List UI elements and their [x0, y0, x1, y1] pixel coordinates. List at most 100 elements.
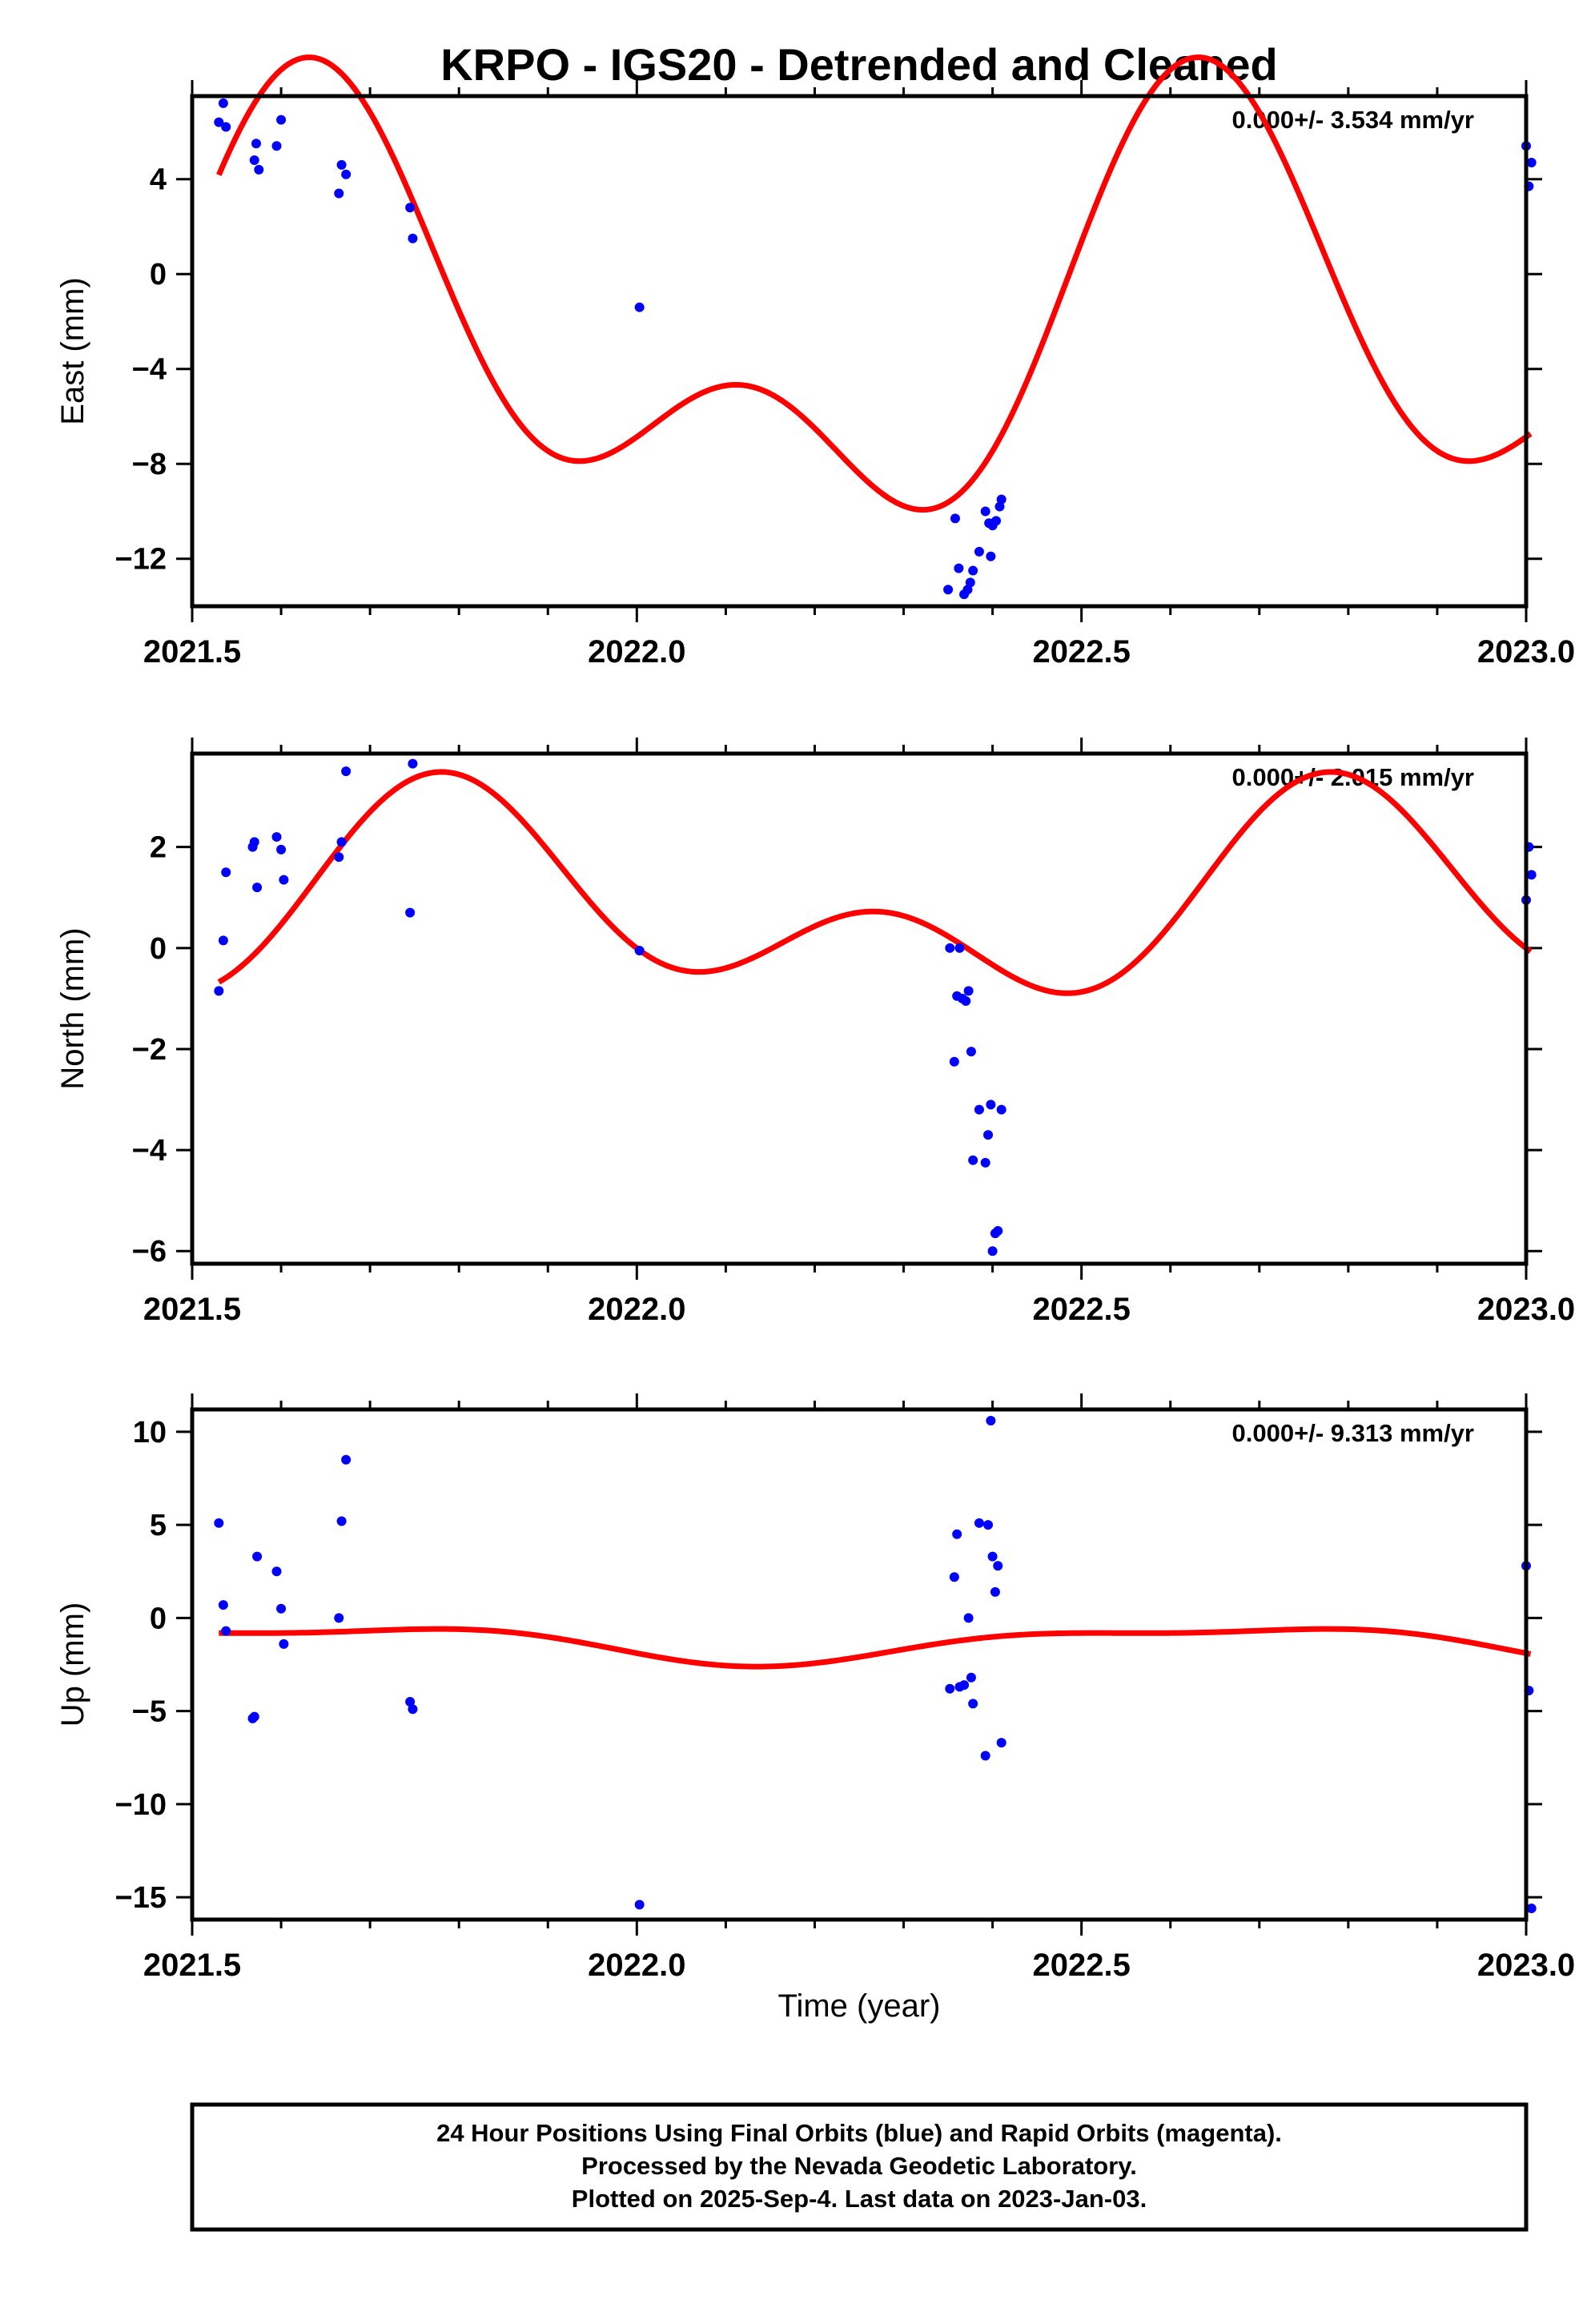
y-axis-label: North (mm) — [55, 927, 90, 1089]
data-point — [249, 155, 259, 165]
y-tick-label: 0 — [150, 258, 167, 292]
y-tick-label: 10 — [133, 1416, 167, 1449]
data-point — [634, 945, 645, 955]
x-tick-label: 2022.5 — [1032, 1292, 1130, 1327]
data-point — [221, 1626, 231, 1636]
north-panel: 2021.5 2022.0 2022.5 2023.0 2 0 −2 −4 −6 North (m… — [55, 738, 1575, 1327]
data-point — [968, 1155, 978, 1165]
data-point — [1526, 870, 1537, 880]
data-point — [218, 1600, 228, 1610]
data-point — [987, 1551, 998, 1562]
x-tick-label: 2023.0 — [1477, 1292, 1575, 1327]
data-point — [336, 159, 347, 170]
footer-line-orbits: 24 Hour Positions Using Final Orbits (bl… — [436, 2119, 1282, 2147]
y-tick-label: −10 — [115, 1788, 167, 1822]
footer-box: 24 Hour Positions Using Final Orbits (bl… — [190, 2102, 1529, 2232]
data-point — [1526, 1904, 1537, 1914]
data-point — [980, 506, 990, 517]
data-point — [965, 577, 975, 588]
data-point — [986, 551, 996, 561]
data-point — [980, 1157, 990, 1168]
data-point — [959, 1680, 970, 1691]
rate-label: 0.000+/- 9.313 mm/yr — [1232, 1419, 1474, 1447]
y-tick-label: 4 — [150, 163, 167, 197]
data-point — [968, 565, 978, 576]
y-tick-label: −8 — [132, 448, 167, 481]
data-point — [218, 935, 228, 946]
data-point — [986, 1100, 996, 1110]
model-curve — [216, 54, 1533, 513]
data-point — [341, 1454, 352, 1465]
data-point — [634, 302, 645, 312]
footer-frame — [190, 2102, 1529, 2232]
data-point — [271, 141, 282, 151]
data-point — [949, 1572, 959, 1582]
data-point — [218, 98, 228, 108]
data-point — [987, 1246, 998, 1256]
data-point — [634, 1900, 645, 1910]
y-tick-label: 0 — [150, 932, 167, 966]
data-point — [334, 852, 344, 862]
data-point — [252, 1551, 263, 1562]
footer-line-processed: Processed by the Nevada Geodetic Laborat… — [581, 2152, 1137, 2180]
data-point — [945, 943, 955, 953]
data-point — [221, 867, 231, 878]
plot-frame — [190, 94, 1529, 609]
data-point — [974, 546, 984, 557]
plot-frame — [190, 751, 1529, 1266]
data-point — [963, 986, 974, 996]
x-axis-label: Time (year) — [778, 1988, 941, 2024]
data-point — [991, 516, 1002, 526]
data-point — [974, 1104, 984, 1115]
data-point — [943, 585, 954, 595]
x-tick-label: 2023.0 — [1477, 1948, 1575, 1983]
data-point — [961, 996, 971, 1007]
data-point — [405, 1696, 416, 1707]
data-point — [968, 1699, 978, 1709]
data-point — [974, 1518, 984, 1528]
x-tick-label: 2023.0 — [1477, 634, 1575, 669]
y-axis-label: East (mm) — [55, 277, 90, 424]
data-point — [996, 1104, 1006, 1115]
data-point — [993, 1561, 1003, 1571]
footer-line-plotted: Plotted on 2025-Sep-4. Last data on 2023… — [572, 2185, 1147, 2213]
y-tick-label: −15 — [115, 1881, 167, 1915]
data-point — [983, 1520, 994, 1530]
data-point — [341, 766, 352, 777]
x-tick-label: 2021.5 — [143, 1292, 241, 1327]
data-point — [279, 1638, 289, 1649]
data-point — [405, 203, 416, 213]
data-point — [214, 117, 224, 127]
data-point — [336, 1516, 347, 1526]
x-tick-label: 2022.0 — [588, 1948, 685, 1983]
data-point — [986, 1415, 996, 1425]
data-point — [963, 1613, 974, 1623]
east-panel: 2021.5 2022.0 2022.5 2023.0 4 0 −4 −8 −12 East (m… — [55, 54, 1575, 669]
rate-label: 0.000+/- 3.534 mm/yr — [1232, 106, 1474, 134]
y-axis-label: Up (mm) — [55, 1602, 90, 1727]
y-tick-label: −12 — [115, 543, 167, 577]
data-point — [251, 139, 261, 149]
data-point — [252, 883, 263, 893]
chart-title: KRPO - IGS20 - Detrended and Cleaned — [440, 39, 1278, 90]
data-point — [334, 1613, 344, 1623]
y-tick-label: −6 — [132, 1235, 167, 1269]
data-point — [983, 1130, 994, 1140]
data-point — [408, 758, 418, 769]
data-point — [276, 844, 287, 854]
y-tick-label: 5 — [150, 1509, 167, 1542]
up-panel: 2021.5 2022.0 2022.5 2023.0 10 5 0 −5 −10 −15 Up (… — [55, 1393, 1575, 1983]
data-point — [954, 563, 964, 573]
y-tick-label: −4 — [132, 1134, 167, 1168]
data-point — [405, 907, 416, 918]
x-tick-label: 2021.5 — [143, 1948, 241, 1983]
data-point — [408, 233, 418, 243]
data-point — [949, 1056, 959, 1067]
data-point — [990, 1586, 1000, 1597]
x-tick-label: 2022.0 — [588, 1292, 685, 1327]
model-curve — [219, 1626, 1532, 1670]
data-point — [996, 494, 1006, 505]
data-point — [271, 832, 282, 842]
